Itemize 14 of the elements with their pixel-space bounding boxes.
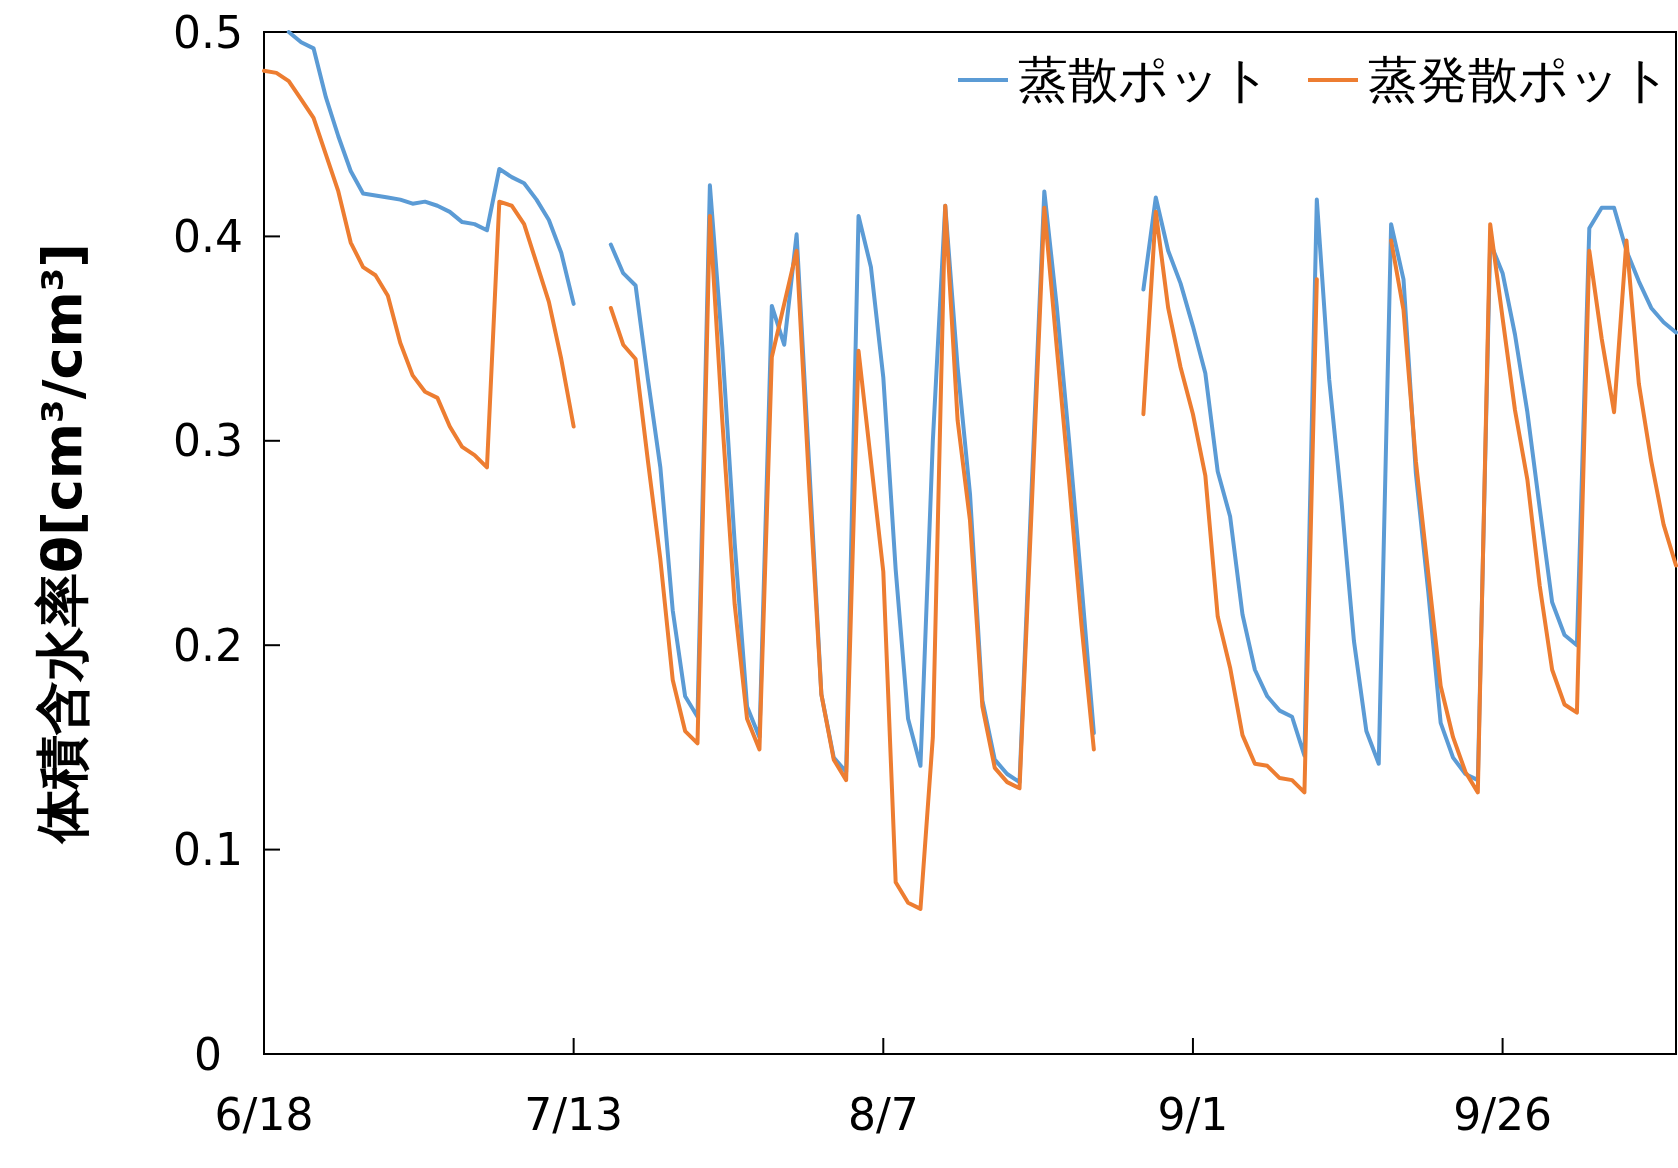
y-tick-label: 0.3 [173, 415, 243, 467]
x-tick-label: 8/7 [847, 1089, 919, 1140]
y-axis-title: 体積含水率θ[cm³/cm³] [30, 242, 94, 846]
y-tick-label: 0 [194, 1028, 222, 1080]
y-tick-label: 0.2 [173, 619, 243, 671]
legend-label: 蒸発散ポット [1368, 51, 1671, 109]
legend-label: 蒸散ポット [1018, 51, 1271, 109]
x-tick-label: 9/26 [1453, 1089, 1552, 1140]
y-tick-label: 0.4 [173, 210, 243, 262]
x-tick-label: 7/13 [524, 1089, 624, 1140]
y-tick-label: 0.5 [173, 6, 243, 58]
x-tick-label: 6/18 [214, 1089, 314, 1140]
x-tick-label: 9/1 [1157, 1089, 1229, 1140]
y-tick-label: 0.1 [173, 824, 243, 876]
